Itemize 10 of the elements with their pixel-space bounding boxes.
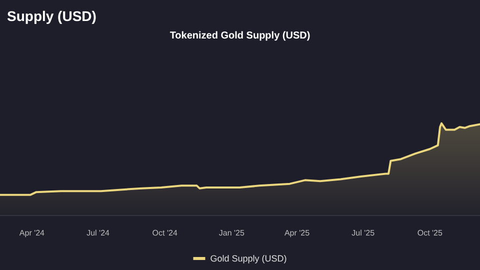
x-tick-label: Oct '24 xyxy=(152,228,178,238)
x-tick-label: Oct '25 xyxy=(417,228,443,238)
x-tick-label: Apr '25 xyxy=(284,228,310,238)
legend-label: Gold Supply (USD) xyxy=(210,254,287,264)
chart-title: Supply (USD) xyxy=(7,8,96,24)
x-tick-label: Jul '25 xyxy=(352,228,376,238)
x-tick-label: Jan '25 xyxy=(218,228,245,238)
x-tick-label: Apr '24 xyxy=(19,228,46,238)
x-tick-label: Jul '24 xyxy=(86,228,110,238)
chart-subtitle: Tokenized Gold Supply (USD) xyxy=(170,30,310,42)
